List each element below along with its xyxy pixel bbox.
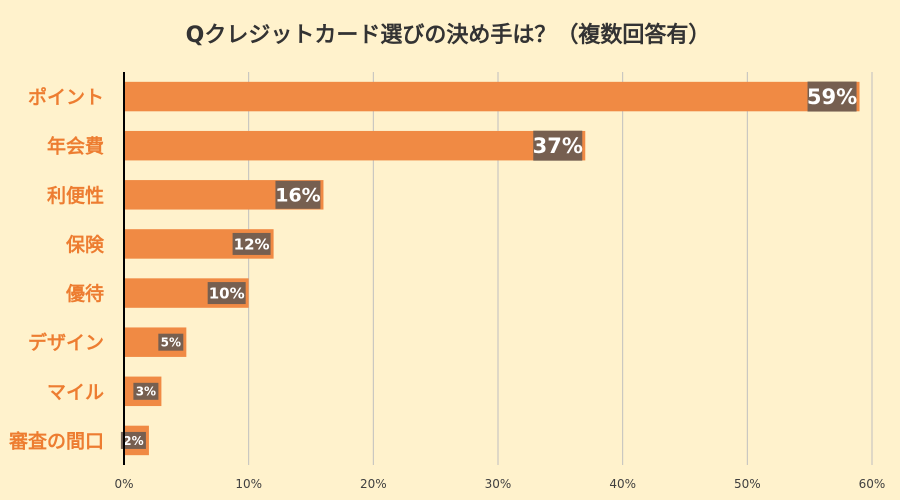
category-label: デザイン (28, 331, 104, 354)
bar (125, 81, 860, 112)
category-label: ポイント (28, 86, 104, 109)
data-label-box (207, 282, 246, 305)
category-label: 審査の間口 (8, 429, 104, 452)
chart-title: Qクレジットカード選びの決め手は？（複数回答有） (186, 22, 711, 48)
x-tick-label: 60% (859, 477, 886, 491)
data-label: 2% (123, 434, 143, 448)
data-label: 3% (136, 385, 156, 399)
category-label: 保険 (65, 233, 105, 256)
x-tick-label: 10% (235, 477, 262, 491)
x-tick-label: 30% (485, 477, 512, 491)
x-tick-label: 40% (609, 477, 636, 491)
x-tick-layer: 0% 10% 20% 30% 40% 50% 60% (114, 477, 885, 491)
data-label-box (232, 232, 271, 255)
data-label-box (807, 81, 857, 112)
data-label: 10% (209, 284, 245, 302)
data-label-layer: 59% 37% 16% 12% 10% 5% 3% 2% (120, 81, 857, 449)
data-label-box (120, 431, 146, 449)
data-label: 12% (234, 235, 270, 253)
x-tick-label: 50% (734, 477, 761, 491)
data-label: 16% (275, 185, 320, 207)
data-label-box (158, 333, 184, 351)
bar-layer (125, 81, 860, 456)
category-label: 優待 (65, 282, 104, 305)
data-label: 5% (161, 336, 181, 350)
category-label: マイル (47, 381, 104, 403)
bar (125, 130, 586, 161)
x-tick-label: 20% (360, 477, 387, 491)
x-tick-label: 0% (114, 477, 133, 491)
data-label-box (133, 382, 159, 400)
data-label-box (275, 180, 321, 209)
category-label: 利便性 (47, 184, 104, 207)
data-label: 37% (533, 134, 583, 158)
category-label: 年会費 (47, 135, 104, 158)
data-label-box (533, 130, 583, 161)
data-label: 59% (807, 85, 857, 109)
